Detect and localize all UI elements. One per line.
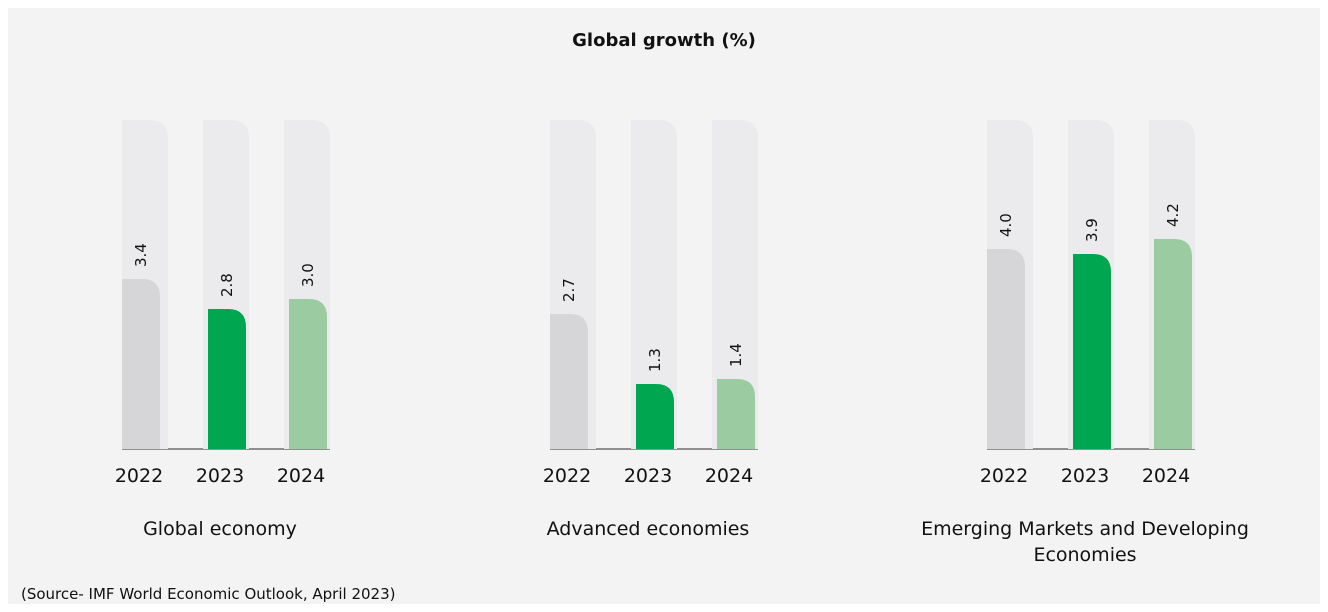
bar-2023 xyxy=(208,309,246,449)
subchart-title: Advanced economies xyxy=(547,518,750,540)
category-label: 2022 xyxy=(980,465,1028,487)
value-label: 4.2 xyxy=(1164,203,1182,227)
value-label: 1.4 xyxy=(727,343,745,367)
source-note: (Source- IMF World Economic Outlook, Apr… xyxy=(21,585,396,603)
value-label: 3.0 xyxy=(299,263,317,287)
chart-group-3: 4.0 2022 3.9 2023 4.2 2024 Emerging Markets an… xyxy=(921,120,1249,566)
chart-title: Global growth (%) xyxy=(572,30,756,51)
value-label: 1.3 xyxy=(646,348,664,372)
bar-2022 xyxy=(550,314,588,449)
category-label: 2024 xyxy=(277,465,325,487)
subchart-title: Global economy xyxy=(143,518,297,540)
bar-2023 xyxy=(1073,254,1111,449)
bar-2024 xyxy=(1154,239,1192,449)
bar-charts: 3.4 2022 2.8 2023 3.0 2024 Global economy 2.7 20… xyxy=(115,120,1249,566)
bar-2024 xyxy=(717,379,755,449)
category-label: 2023 xyxy=(624,465,672,487)
category-label: 2023 xyxy=(1061,465,1109,487)
chart-group-2: 2.7 2022 1.3 2023 1.4 2024 Advanced economies xyxy=(543,120,758,540)
chart-panel: Global growth (%) 3.4 2022 2.8 2023 3.0 2024 G… xyxy=(8,8,1320,604)
bar-2022 xyxy=(987,249,1025,449)
value-label: 4.0 xyxy=(997,213,1015,237)
value-label: 2.8 xyxy=(218,273,236,297)
value-label: 3.4 xyxy=(132,243,150,267)
value-label: 2.7 xyxy=(560,278,578,302)
bar-2023 xyxy=(636,384,674,449)
category-label: 2022 xyxy=(543,465,591,487)
category-label: 2024 xyxy=(705,465,753,487)
bar-track xyxy=(631,120,677,449)
chart-group-1: 3.4 2022 2.8 2023 3.0 2024 Global economy xyxy=(115,120,330,540)
value-label: 3.9 xyxy=(1083,218,1101,242)
bar-track xyxy=(712,120,758,449)
subchart-title: Emerging Markets and Developing Economies xyxy=(921,518,1249,566)
category-label: 2024 xyxy=(1142,465,1190,487)
category-label: 2023 xyxy=(196,465,244,487)
bar-2024 xyxy=(289,299,327,449)
bar-2022 xyxy=(122,279,160,449)
category-label: 2022 xyxy=(115,465,163,487)
